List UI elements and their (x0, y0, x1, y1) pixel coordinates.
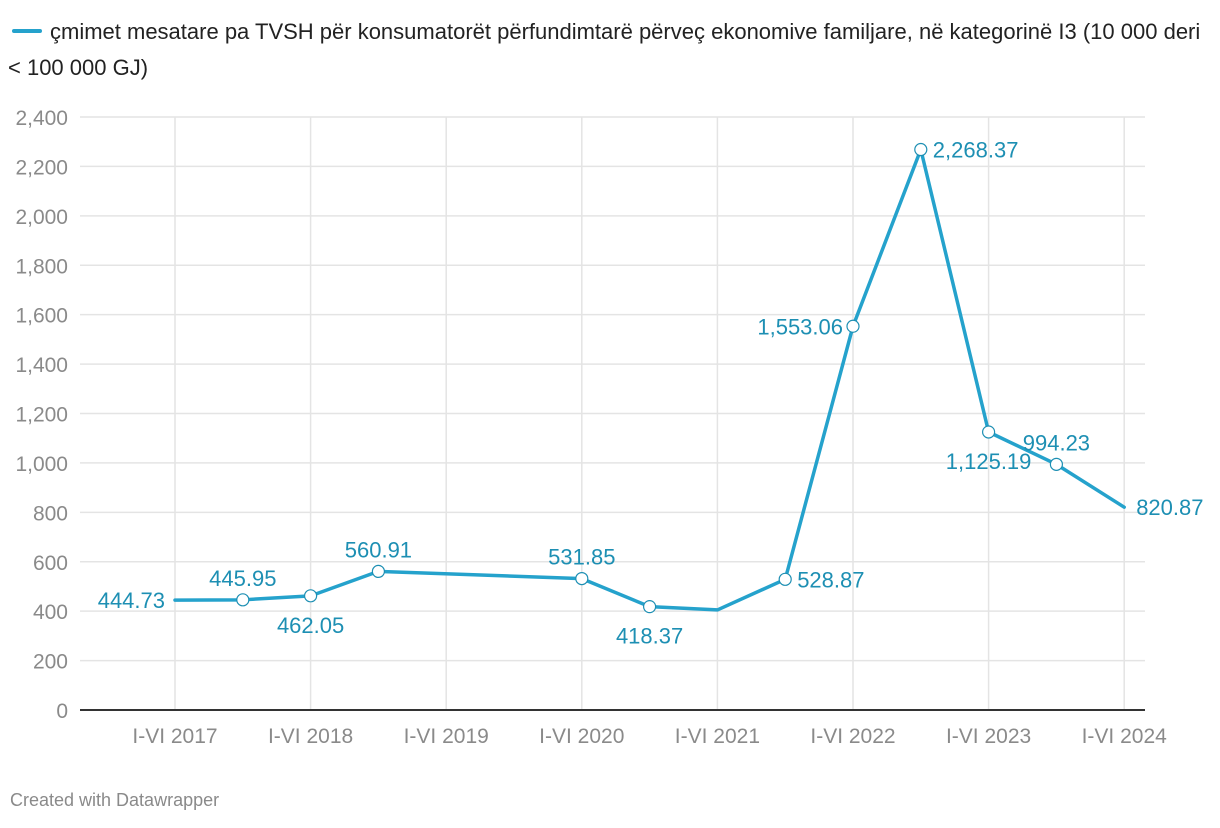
data-point-marker (575, 571, 589, 586)
y-tick-label: 600 (33, 552, 68, 575)
data-label: 418.37 (616, 624, 683, 649)
data-label: 560.91 (345, 537, 412, 562)
data-label: 444.73 (98, 588, 165, 613)
y-tick-label: 1,600 (15, 305, 68, 328)
data-label: 994.23 (1023, 430, 1090, 455)
x-tick-label: I-VI 2023 (946, 725, 1031, 748)
data-label: 2,268.37 (933, 138, 1019, 163)
x-tick-label: I-VI 2020 (539, 725, 624, 748)
series-line (173, 147, 1126, 612)
x-tick-label: I-VI 2019 (404, 725, 489, 748)
data-label: 820.87 (1136, 495, 1203, 520)
data-point-marker (778, 572, 792, 586)
data-label: 528.87 (797, 567, 864, 592)
y-tick-label: 2,200 (15, 156, 68, 179)
y-tick-label: 800 (33, 502, 68, 525)
data-label: 462.05 (277, 613, 344, 638)
y-tick-label: 400 (33, 601, 68, 624)
y-tick-label: 2,400 (15, 107, 68, 130)
y-tick-label: 200 (33, 651, 68, 674)
y-tick-label: 2,000 (15, 206, 68, 229)
data-point-marker (846, 319, 860, 333)
legend-swatch-icon (12, 29, 42, 34)
data-label: 445.95 (209, 566, 276, 591)
legend: çmimet mesatare pa TVSH për konsumatorët… (8, 14, 1213, 86)
y-tick-label: 1,000 (15, 453, 68, 476)
x-tick-label: I-VI 2017 (132, 725, 217, 748)
x-tick-label: I-VI 2018 (268, 725, 353, 748)
y-tick-label: 1,400 (15, 354, 68, 377)
data-point-marker (1049, 457, 1064, 471)
data-point-marker (914, 142, 928, 157)
x-tick-label: I-VI 2024 (1082, 725, 1168, 748)
data-label: 531.85 (548, 545, 615, 570)
y-tick-label: 1,200 (15, 404, 68, 427)
x-tick-label: I-VI 2021 (675, 725, 760, 748)
data-point-marker (304, 589, 318, 603)
data-point-marker (236, 593, 250, 607)
y-tick-label: 1,800 (15, 255, 68, 278)
legend-label: çmimet mesatare pa TVSH për konsumatorët… (8, 19, 1201, 80)
data-label: 1,553.06 (757, 314, 843, 339)
y-tick-label: 0 (56, 700, 68, 723)
data-point-marker (371, 564, 385, 579)
footer-credit: Created with Datawrapper (10, 790, 220, 810)
data-point-marker (981, 425, 996, 439)
data-point-marker (642, 600, 657, 614)
series-layer (173, 142, 1126, 614)
grid-layer: 0 200 400 600 800 1,000 1,200 1,400 1,600 1,800 2,… (15, 107, 1167, 748)
x-tick-label: I-VI 2022 (810, 725, 895, 748)
data-label: 1,125.19 (946, 449, 1032, 474)
